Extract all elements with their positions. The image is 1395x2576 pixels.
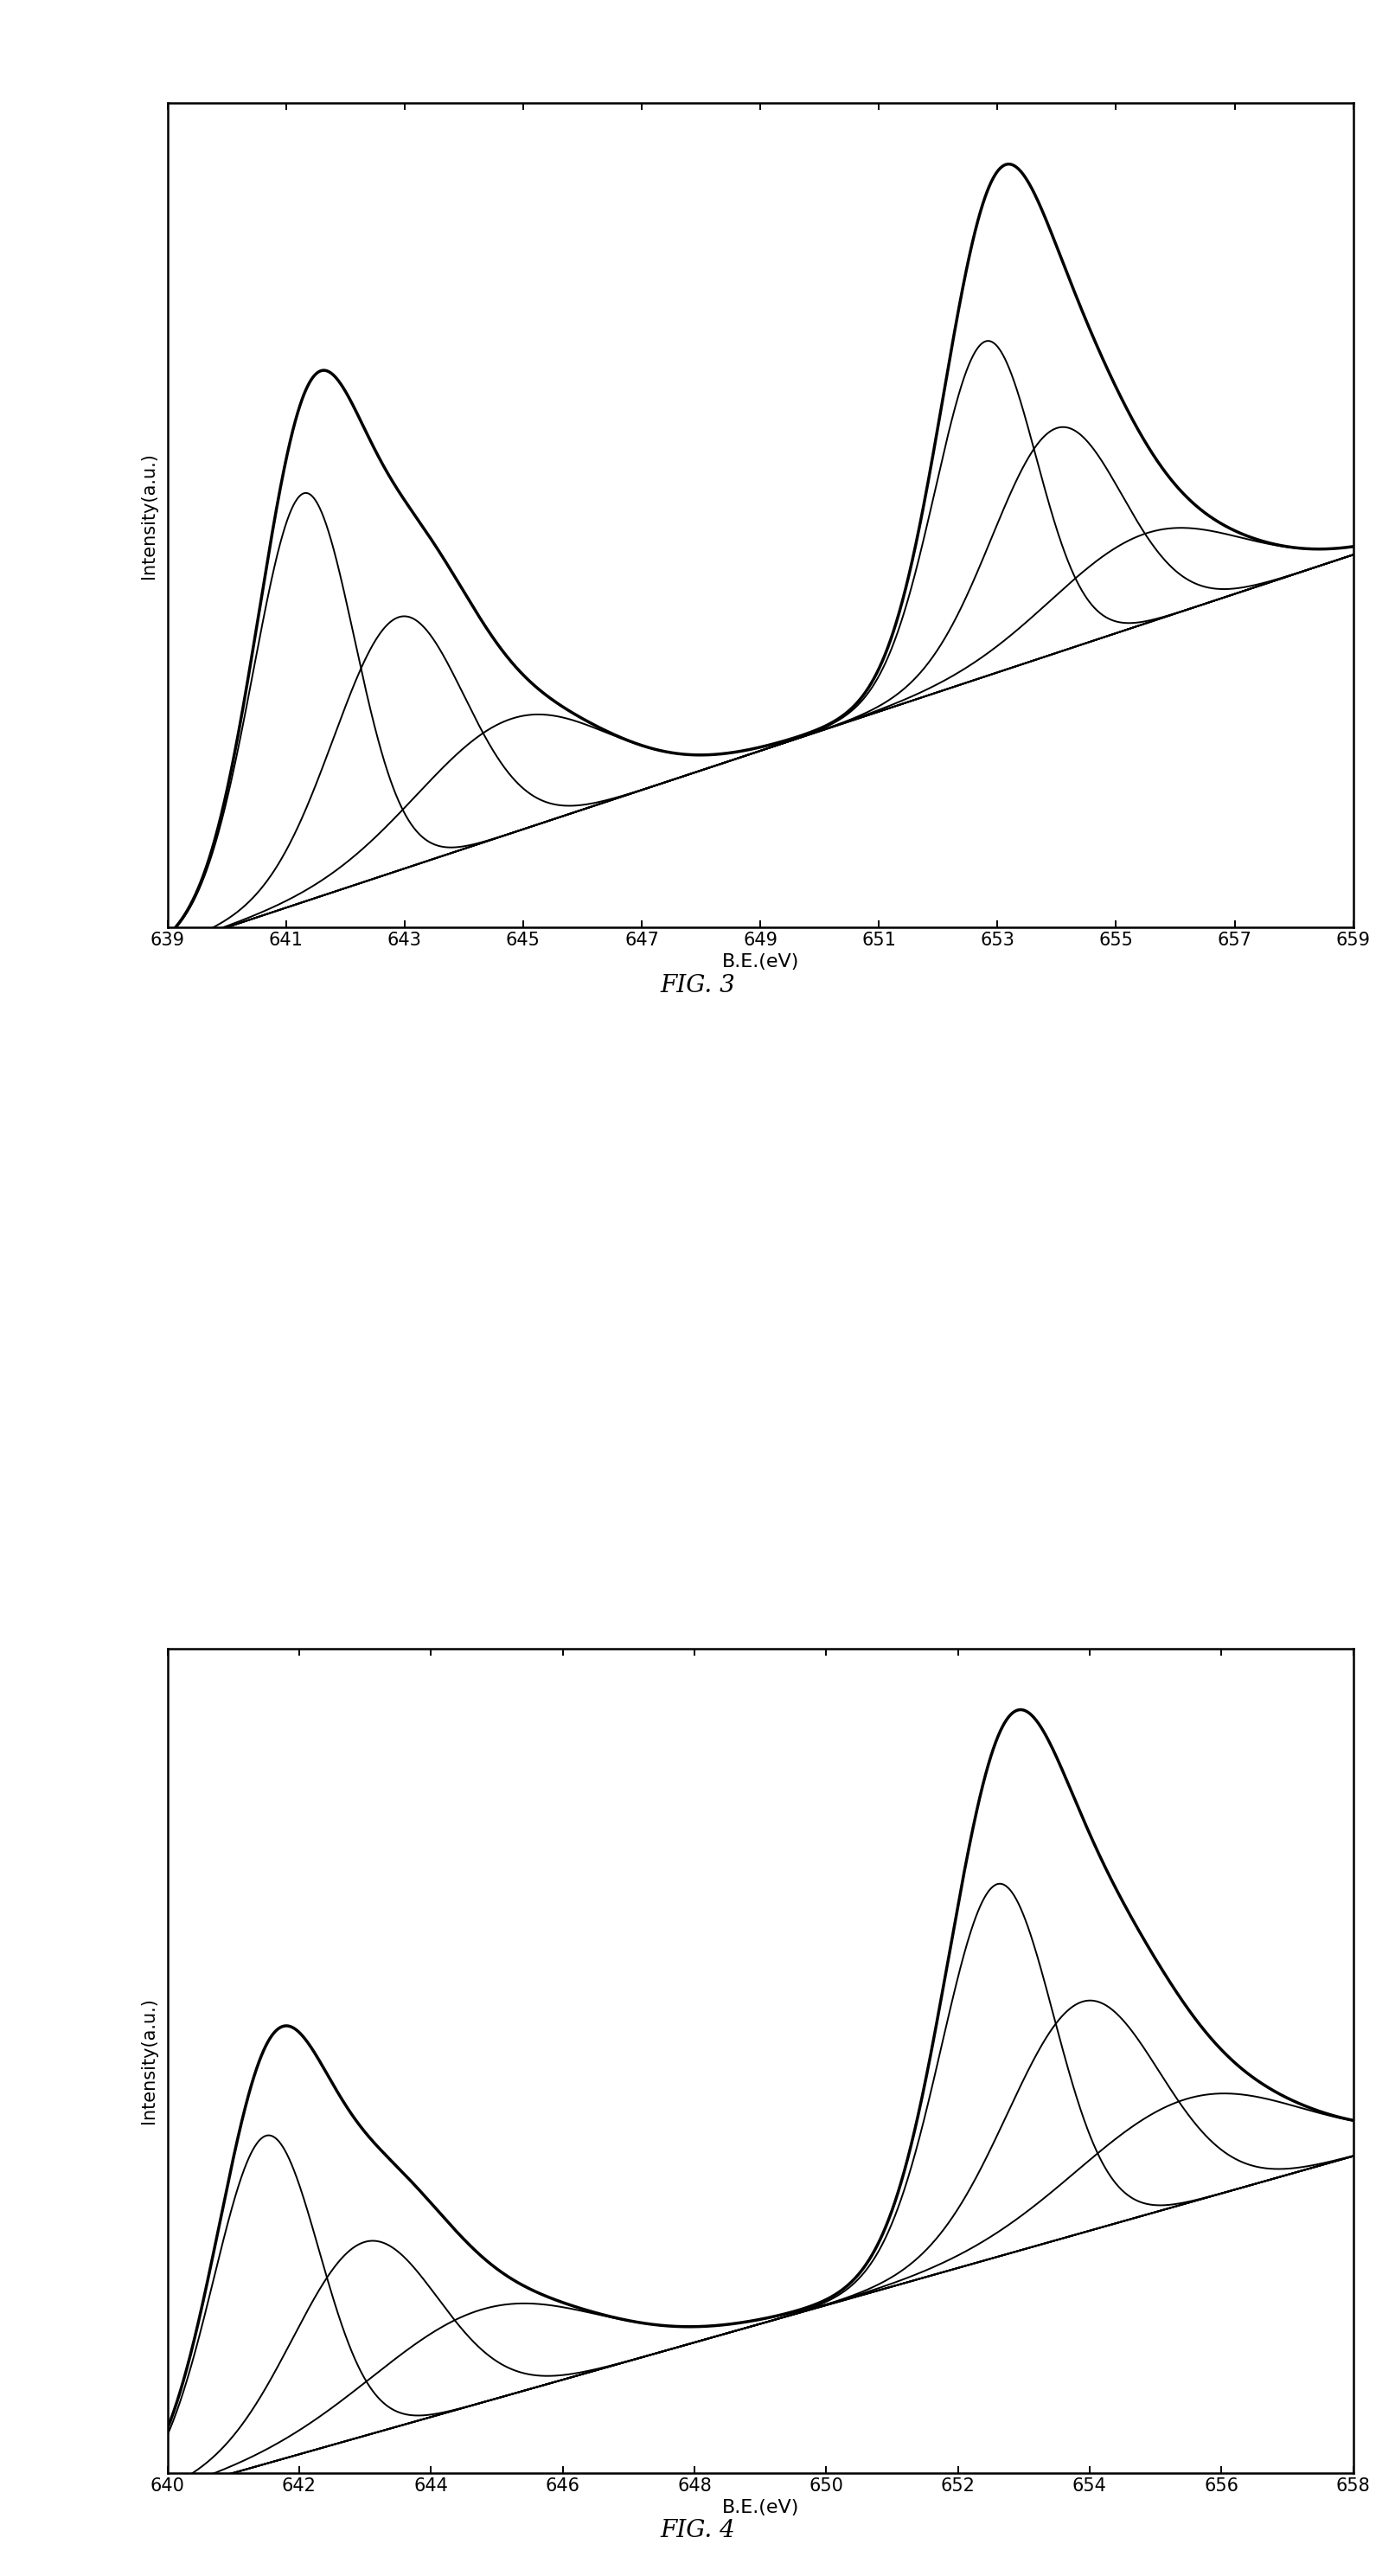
Text: FIG. 4: FIG. 4 (660, 2519, 735, 2543)
X-axis label: B.E.(eV): B.E.(eV) (721, 2499, 799, 2517)
X-axis label: B.E.(eV): B.E.(eV) (721, 953, 799, 971)
Text: FIG. 3: FIG. 3 (660, 974, 735, 997)
Y-axis label: Intensity(a.u.): Intensity(a.u.) (141, 1999, 158, 2123)
Y-axis label: Intensity(a.u.): Intensity(a.u.) (141, 453, 158, 577)
